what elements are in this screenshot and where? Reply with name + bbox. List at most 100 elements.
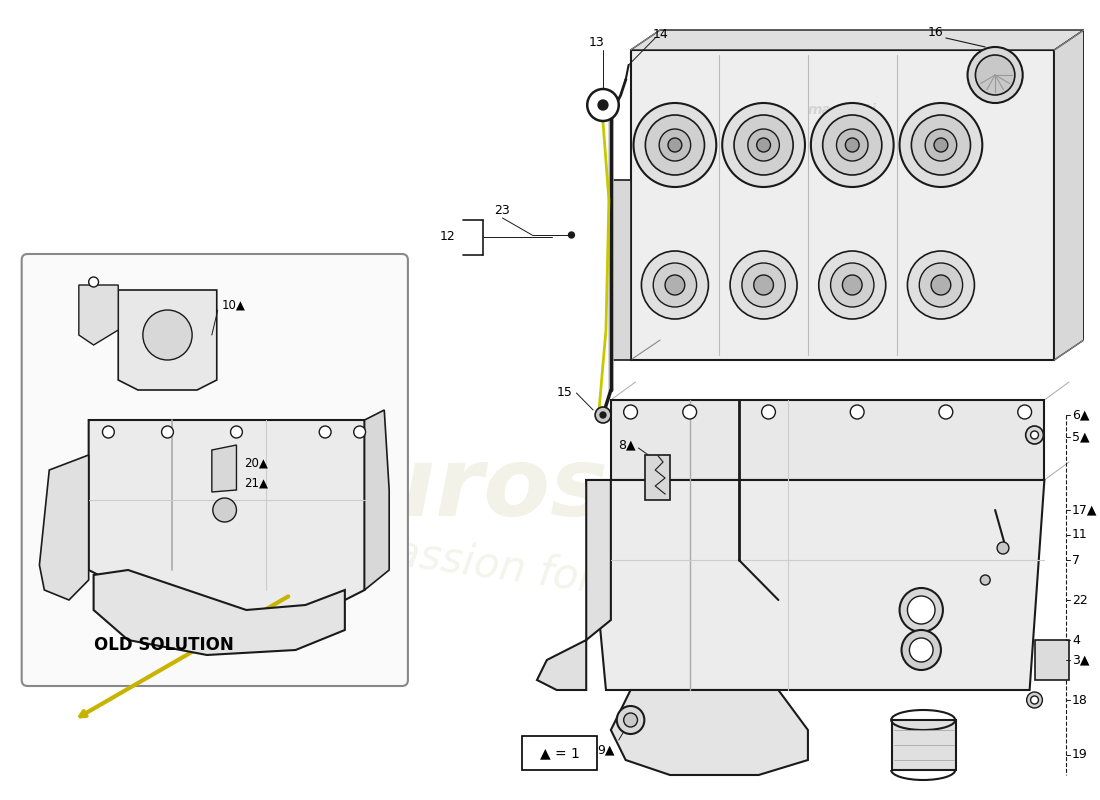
Circle shape xyxy=(587,89,619,121)
Circle shape xyxy=(624,405,638,419)
Circle shape xyxy=(1025,426,1044,444)
Circle shape xyxy=(319,426,331,438)
Text: 13: 13 xyxy=(588,35,604,49)
Circle shape xyxy=(624,713,638,727)
Circle shape xyxy=(850,405,865,419)
Circle shape xyxy=(939,405,953,419)
Circle shape xyxy=(617,706,645,734)
Polygon shape xyxy=(212,445,236,492)
Circle shape xyxy=(811,103,893,187)
Circle shape xyxy=(102,426,114,438)
Polygon shape xyxy=(94,570,344,655)
Text: 7: 7 xyxy=(1072,554,1080,566)
Circle shape xyxy=(231,426,242,438)
FancyBboxPatch shape xyxy=(522,736,597,770)
Polygon shape xyxy=(118,290,217,390)
Circle shape xyxy=(730,251,798,319)
Circle shape xyxy=(830,263,873,307)
Text: maserati: maserati xyxy=(807,103,877,117)
Polygon shape xyxy=(1034,640,1069,680)
Text: 22: 22 xyxy=(1072,594,1088,606)
Circle shape xyxy=(980,575,990,585)
Circle shape xyxy=(761,405,776,419)
Circle shape xyxy=(595,407,610,423)
Polygon shape xyxy=(364,410,389,590)
Text: 4: 4 xyxy=(1072,634,1080,646)
Polygon shape xyxy=(610,400,1044,480)
Text: 9▲: 9▲ xyxy=(597,743,615,757)
Circle shape xyxy=(823,115,882,175)
Text: eurospa: eurospa xyxy=(300,443,744,537)
Text: 10▲: 10▲ xyxy=(222,298,245,311)
Text: 18: 18 xyxy=(1072,694,1088,706)
Polygon shape xyxy=(610,690,807,775)
Circle shape xyxy=(757,138,770,152)
Circle shape xyxy=(641,251,708,319)
Circle shape xyxy=(931,275,950,295)
Circle shape xyxy=(143,310,192,360)
Circle shape xyxy=(836,129,868,161)
Polygon shape xyxy=(537,480,610,690)
Circle shape xyxy=(734,115,793,175)
Circle shape xyxy=(908,251,975,319)
Circle shape xyxy=(843,275,862,295)
Circle shape xyxy=(162,426,174,438)
Circle shape xyxy=(600,412,606,418)
Polygon shape xyxy=(630,30,1084,50)
Text: a passion for parts: a passion for parts xyxy=(327,522,717,618)
Circle shape xyxy=(754,275,773,295)
Circle shape xyxy=(902,630,940,670)
Circle shape xyxy=(976,55,1015,95)
Circle shape xyxy=(354,426,365,438)
Text: 16: 16 xyxy=(928,26,944,39)
Text: 15: 15 xyxy=(557,386,572,399)
Circle shape xyxy=(666,275,685,295)
Text: ▲ = 1: ▲ = 1 xyxy=(540,746,580,760)
Polygon shape xyxy=(646,455,670,500)
Circle shape xyxy=(968,47,1023,103)
Polygon shape xyxy=(89,420,364,620)
Circle shape xyxy=(818,251,886,319)
Text: 21▲: 21▲ xyxy=(244,477,268,490)
Text: 6▲: 6▲ xyxy=(1072,409,1089,422)
Circle shape xyxy=(934,138,948,152)
Circle shape xyxy=(1031,431,1038,439)
Circle shape xyxy=(659,129,691,161)
Circle shape xyxy=(653,263,696,307)
Text: 5▲: 5▲ xyxy=(1072,430,1090,443)
Text: 23: 23 xyxy=(495,203,510,217)
Circle shape xyxy=(925,129,957,161)
Circle shape xyxy=(598,100,608,110)
Circle shape xyxy=(846,138,859,152)
Circle shape xyxy=(900,103,982,187)
Circle shape xyxy=(908,596,935,624)
Circle shape xyxy=(741,263,785,307)
Text: 20▲: 20▲ xyxy=(244,457,268,470)
Polygon shape xyxy=(892,720,956,770)
Circle shape xyxy=(1026,692,1043,708)
Circle shape xyxy=(912,115,970,175)
Circle shape xyxy=(683,405,696,419)
Circle shape xyxy=(1018,405,1032,419)
Circle shape xyxy=(634,103,716,187)
Circle shape xyxy=(646,115,704,175)
Polygon shape xyxy=(630,50,1054,360)
Circle shape xyxy=(1031,696,1038,704)
Text: 19: 19 xyxy=(1072,749,1088,762)
FancyBboxPatch shape xyxy=(22,254,408,686)
Polygon shape xyxy=(610,180,630,360)
Polygon shape xyxy=(1054,30,1084,360)
Text: 12: 12 xyxy=(439,230,455,243)
Circle shape xyxy=(212,498,236,522)
Circle shape xyxy=(89,277,99,287)
Polygon shape xyxy=(40,455,89,600)
Circle shape xyxy=(910,638,933,662)
Circle shape xyxy=(668,138,682,152)
Text: 3▲: 3▲ xyxy=(1072,654,1089,666)
Polygon shape xyxy=(586,480,1044,690)
Circle shape xyxy=(920,263,962,307)
Circle shape xyxy=(748,129,780,161)
Text: 8▲: 8▲ xyxy=(618,438,636,451)
Circle shape xyxy=(723,103,805,187)
Circle shape xyxy=(900,588,943,632)
